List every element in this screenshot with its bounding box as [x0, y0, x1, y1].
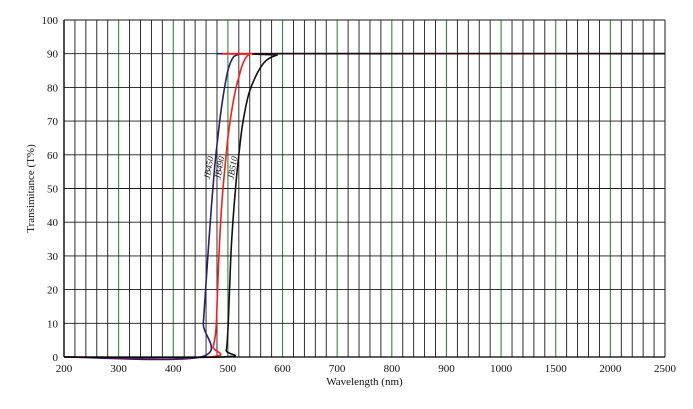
y-tick-label: 100: [42, 15, 59, 27]
x-tick-label: 500: [220, 363, 237, 375]
x-tick-label: 600: [274, 363, 291, 375]
y-tick-label: 0: [53, 352, 59, 364]
y-tick-label: 20: [47, 285, 59, 297]
series-line-jb490: [63, 52, 666, 359]
y-tick-label: 80: [47, 82, 59, 94]
series-label-jb510: JB510: [226, 155, 240, 180]
y-axis-title: Transimitance (T%): [25, 144, 37, 233]
series-label-jb490: JB490: [212, 155, 226, 180]
x-tick-label: 400: [165, 363, 182, 375]
y-tick-label: 60: [47, 150, 59, 162]
grid-layer: [63, 19, 666, 358]
x-tick-label: 800: [384, 363, 401, 375]
y-tick-label: 10: [47, 318, 59, 330]
y-tick-label: 70: [47, 116, 59, 128]
series-line-jb450: [63, 52, 665, 361]
x-tick-label: 300: [110, 363, 127, 375]
series-layer: [63, 52, 666, 361]
y-tick-label: 90: [47, 49, 59, 61]
y-tick-label: 30: [47, 251, 59, 263]
y-tick-label: 50: [47, 184, 59, 196]
x-tick-label: 1000: [490, 363, 513, 375]
y-tick-label: 40: [47, 217, 59, 229]
x-tick-label: 2500: [654, 363, 677, 375]
x-tick-label: 1500: [545, 363, 568, 375]
series-label-jb450: JB450: [202, 155, 216, 180]
x-axis-title: Wavelength (nm): [326, 376, 403, 388]
x-tick-label: 2000: [599, 363, 622, 375]
x-tick-label: 200: [56, 363, 73, 375]
series-line-jb510: [63, 52, 666, 359]
x-tick-label: 700: [329, 363, 346, 375]
axis-layer: 200 300 400 500 600 700 800 900 1000 1500 2000 2500…: [25, 15, 677, 388]
x-tick-label: 900: [438, 363, 455, 375]
